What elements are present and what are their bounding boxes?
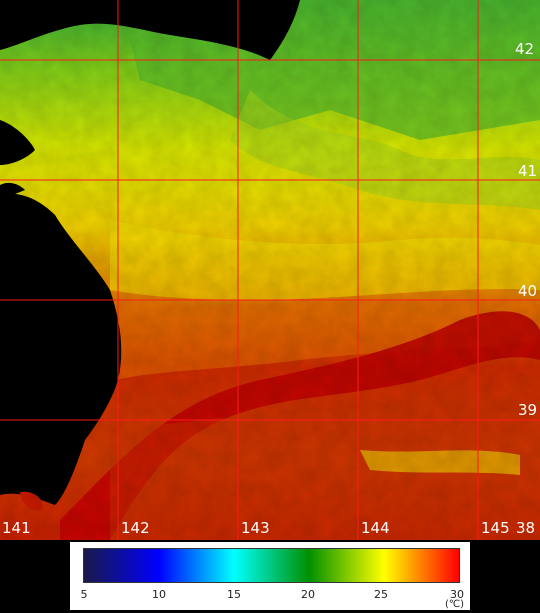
legend-tick-30: 30 — [450, 588, 464, 601]
lat-lon-grid — [0, 0, 540, 540]
legend-tick-10: 10 — [152, 588, 166, 601]
lon-label-141: 141 — [2, 519, 31, 537]
legend-tick-25: 25 — [374, 588, 388, 601]
lat-label-42: 42 — [515, 40, 535, 58]
legend-tick-20: 20 — [301, 588, 315, 601]
legend-tick-5: 5 — [80, 588, 88, 601]
color-scale-legend: 5 10 15 20 25 30 (℃) — [70, 542, 470, 610]
legend-unit: (℃) — [444, 599, 464, 610]
lon-label-144: 144 — [361, 519, 390, 537]
sst-map: 42 41 40 39 38 141 142 143 144 145 — [0, 0, 540, 540]
lon-label-145: 145 — [481, 519, 510, 537]
lon-label-143: 143 — [241, 519, 270, 537]
lon-label-142: 142 — [121, 519, 150, 537]
lat-label-40: 40 — [518, 282, 538, 300]
lat-label-39: 39 — [518, 401, 538, 419]
sst-image — [0, 0, 540, 540]
legend-tick-15: 15 — [227, 588, 241, 601]
lat-label-38: 38 — [516, 519, 536, 537]
lat-label-41: 41 — [518, 162, 538, 180]
color-scale-bar — [83, 548, 460, 583]
legend-strip: 5 10 15 20 25 30 (℃) — [0, 540, 540, 613]
